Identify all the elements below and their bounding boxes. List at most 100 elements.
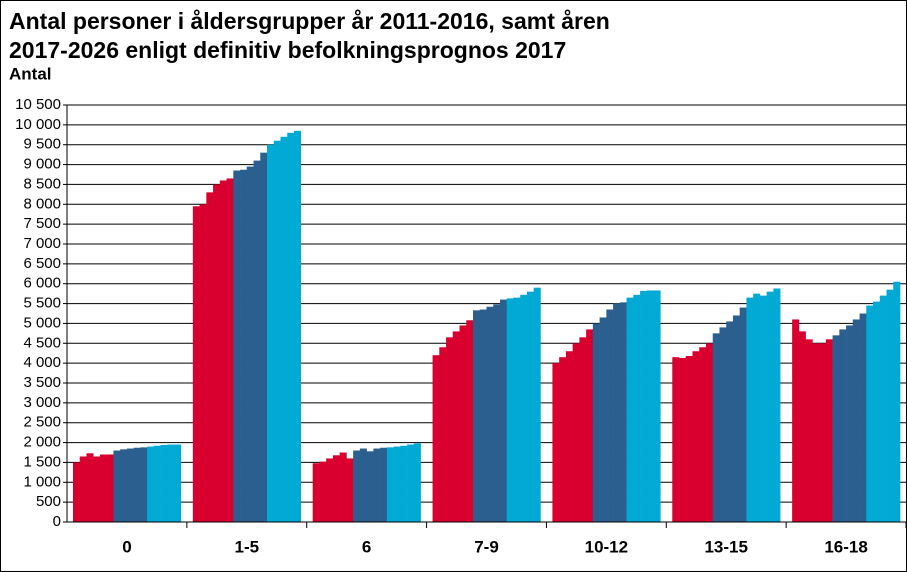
- bar: [819, 343, 827, 522]
- bar: [86, 453, 94, 522]
- bar: [726, 321, 734, 522]
- bar: [759, 295, 767, 522]
- x-tick-label: 10-12: [585, 537, 628, 556]
- bar: [479, 309, 487, 522]
- bar: [219, 180, 227, 522]
- y-tick-label: 6 500: [23, 255, 61, 272]
- x-tick-label: 6: [362, 537, 371, 556]
- bar: [413, 443, 421, 522]
- bar: [633, 294, 641, 522]
- bar: [260, 152, 268, 522]
- y-tick-label: 1 500: [23, 453, 61, 470]
- bar: [373, 448, 381, 522]
- y-tick-label: 9 000: [23, 156, 61, 173]
- bar: [439, 347, 447, 522]
- bar: [832, 335, 840, 522]
- bar: [99, 454, 108, 522]
- bar: [133, 447, 141, 522]
- bar: [287, 132, 295, 523]
- bar: [626, 297, 634, 522]
- bar: [446, 337, 454, 522]
- bar: [206, 192, 214, 522]
- bar: [606, 309, 614, 522]
- bar: [120, 449, 128, 522]
- bar: [493, 304, 501, 522]
- bar: [400, 445, 408, 522]
- bar: [339, 452, 347, 522]
- bar: [513, 297, 521, 522]
- bar: [293, 130, 302, 523]
- bar: [319, 461, 327, 522]
- bar: [326, 458, 334, 522]
- bar: [533, 287, 541, 522]
- bar: [246, 166, 254, 523]
- bar: [705, 343, 714, 522]
- bar: [526, 291, 534, 522]
- bar: [140, 447, 148, 522]
- bar: [866, 305, 874, 522]
- y-tick-label: 5 500: [23, 295, 61, 312]
- bar: [407, 444, 415, 522]
- bar: [126, 448, 134, 522]
- bar: [619, 302, 627, 522]
- bar: [199, 204, 207, 523]
- y-axis-label: Antal: [9, 64, 52, 83]
- bar: [753, 293, 761, 522]
- bar: [825, 339, 833, 522]
- bar: [452, 331, 460, 522]
- bar: [893, 281, 901, 522]
- y-tick-label: 10 000: [15, 116, 61, 133]
- bar: [253, 160, 261, 522]
- bar: [233, 170, 241, 522]
- y-tick-label: 2 500: [23, 414, 61, 431]
- bar: [792, 319, 800, 522]
- bar: [798, 331, 806, 522]
- bar: [380, 447, 388, 522]
- bar: [72, 462, 81, 522]
- bar: [506, 298, 514, 522]
- bar: [486, 306, 494, 522]
- bar: [672, 357, 680, 522]
- x-tick-label: 7-9: [474, 537, 499, 556]
- bar: [812, 343, 820, 522]
- y-tick-label: 0: [53, 513, 61, 530]
- bar: [267, 144, 275, 522]
- x-tick-label: 16-18: [824, 537, 867, 556]
- bar: [147, 446, 155, 522]
- y-tick-label: 3 500: [23, 374, 61, 391]
- bar: [353, 450, 361, 522]
- y-tick-label: 1 000: [23, 473, 61, 490]
- bar: [739, 307, 747, 522]
- bar: [846, 325, 854, 522]
- y-tick-label: 2 000: [23, 434, 61, 451]
- bar: [226, 178, 234, 522]
- bar: [79, 456, 87, 522]
- bar: [332, 455, 340, 522]
- y-tick-label: 500: [36, 493, 61, 510]
- bar: [273, 140, 281, 522]
- bar: [685, 355, 693, 522]
- chart-title: Antal personer i åldersgrupper år 2011-2…: [9, 8, 610, 63]
- bar: [613, 303, 621, 522]
- bar: [106, 454, 114, 522]
- bar: [640, 290, 648, 522]
- bar: [653, 290, 661, 522]
- y-tick-label: 8 000: [23, 195, 61, 212]
- bar: [646, 290, 654, 522]
- bar: [599, 317, 607, 522]
- bar: [213, 184, 221, 522]
- bar: [280, 136, 288, 522]
- y-tick-label: 7 500: [23, 215, 61, 232]
- y-tick-label: 7 000: [23, 235, 61, 252]
- bar: [746, 297, 754, 522]
- bar: [873, 301, 881, 522]
- bar: [852, 319, 860, 522]
- bar: [886, 289, 894, 522]
- bar: [113, 450, 121, 522]
- bar: [346, 458, 354, 522]
- bar: [160, 444, 168, 522]
- bar: [712, 333, 720, 522]
- y-tick-label: 6 000: [23, 275, 61, 292]
- bar: [839, 329, 847, 522]
